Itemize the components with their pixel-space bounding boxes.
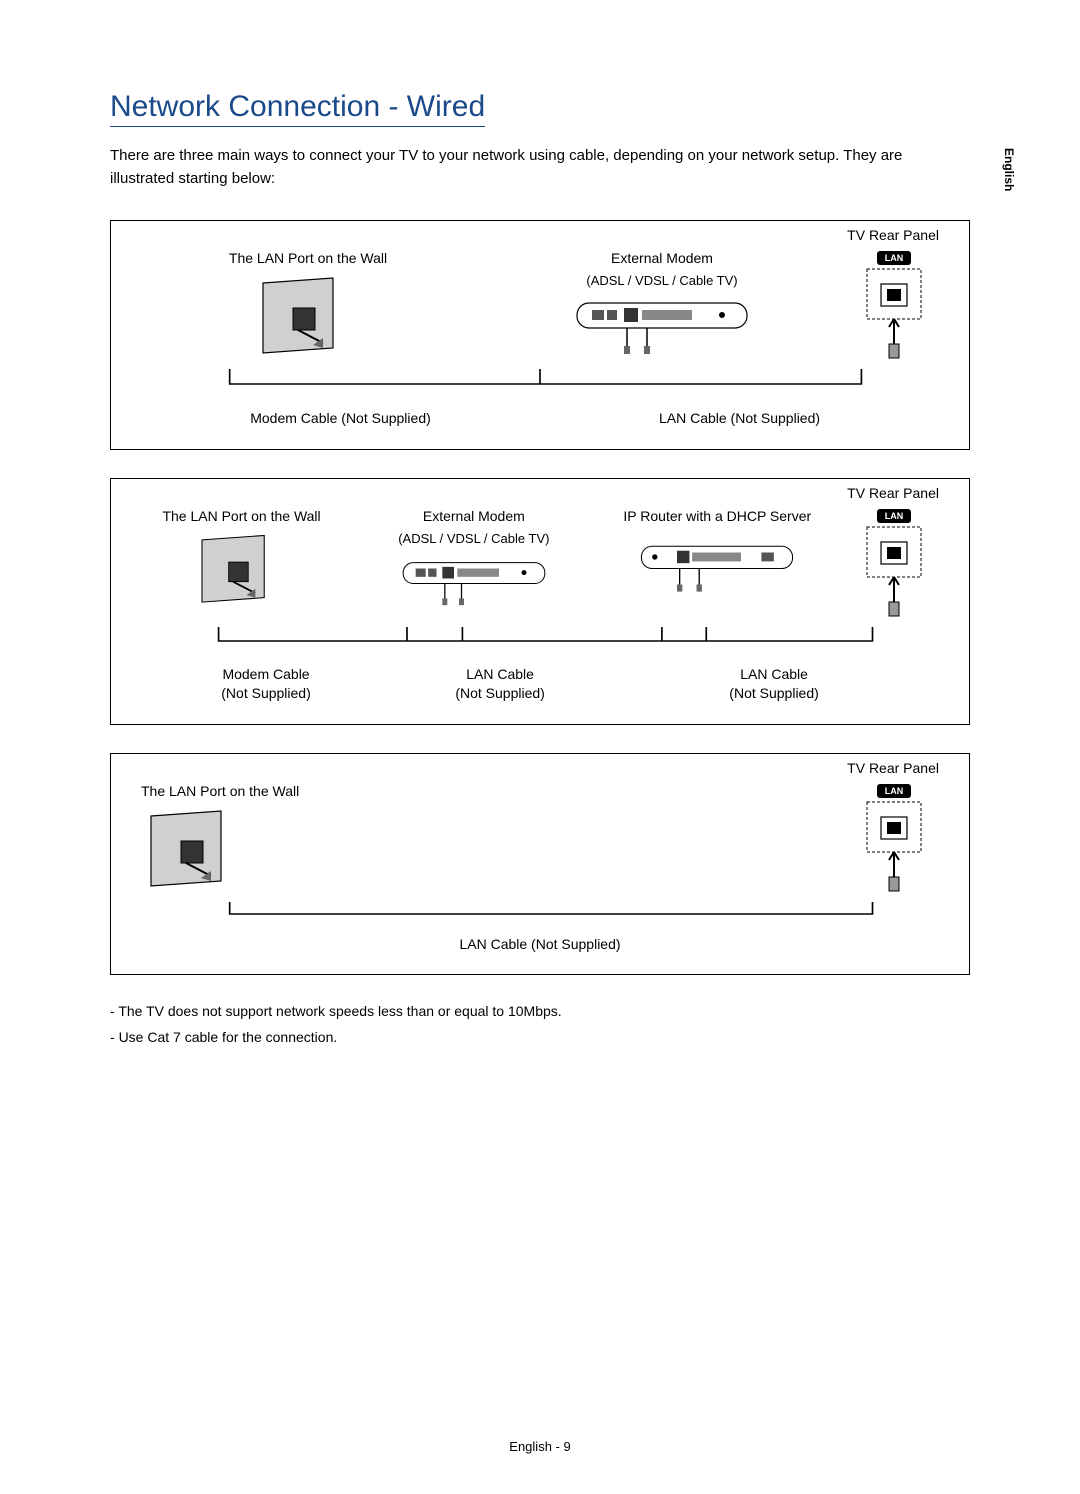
intro-text: There are three main ways to connect you… xyxy=(110,145,970,190)
router-label: IP Router with a DHCP Server xyxy=(606,507,829,525)
svg-text:LAN: LAN xyxy=(885,511,904,521)
lan-cable-label: LAN Cable (Not Supplied) xyxy=(540,409,939,429)
modem-icon xyxy=(572,298,752,358)
wall-port-icon xyxy=(192,531,292,611)
diagram-2: TV Rear Panel The LAN Port on the Wall E… xyxy=(110,478,970,725)
router-icon xyxy=(637,541,797,596)
tv-lan-port-icon: LAN xyxy=(859,507,929,627)
connection-line-2 xyxy=(141,627,939,655)
wall-port-icon xyxy=(141,806,251,896)
modem-cable-label-2: Modem Cable(Not Supplied) xyxy=(154,665,377,704)
diagram-3: TV Rear Panel The LAN Port on the Wall L… xyxy=(110,753,970,976)
lan-cable-label-2a: LAN Cable(Not Supplied) xyxy=(404,665,596,704)
modem-label: External Modem xyxy=(495,249,829,267)
connection-line-1 xyxy=(141,369,939,399)
tv-lan-port-icon: LAN xyxy=(859,249,929,369)
connection-line-3 xyxy=(141,902,939,927)
lan-cable-label-2b: LAN Cable(Not Supplied) xyxy=(622,665,925,704)
wall-port-label: The LAN Port on the Wall xyxy=(141,249,475,267)
language-tab: English xyxy=(998,140,1020,199)
page-footer: English - 9 xyxy=(0,1439,1080,1454)
svg-text:LAN: LAN xyxy=(885,253,904,263)
note-item: Use Cat 7 cable for the connection. xyxy=(126,1029,970,1045)
note-item: The TV does not support network speeds l… xyxy=(126,1003,970,1019)
modem-cable-label: Modem Cable (Not Supplied) xyxy=(141,409,540,429)
notes-list: The TV does not support network speeds l… xyxy=(110,1003,970,1045)
tv-rear-label: TV Rear Panel xyxy=(141,227,939,243)
wall-port-label: The LAN Port on the Wall xyxy=(141,782,321,800)
wall-port-label: The LAN Port on the Wall xyxy=(141,507,342,525)
tv-lan-port-icon: LAN xyxy=(859,782,929,902)
diagram-1: TV Rear Panel The LAN Port on the Wall E… xyxy=(110,220,970,450)
tv-rear-label: TV Rear Panel xyxy=(141,760,939,776)
modem-label: External Modem xyxy=(362,507,585,525)
page-title: Network Connection - Wired xyxy=(110,90,485,127)
modem-sub-label: (ADSL / VDSL / Cable TV) xyxy=(362,531,585,546)
wall-port-icon xyxy=(253,273,363,363)
tv-rear-label: TV Rear Panel xyxy=(141,485,939,501)
modem-icon xyxy=(399,556,549,611)
svg-text:LAN: LAN xyxy=(885,786,904,796)
lan-cable-label-3: LAN Cable (Not Supplied) xyxy=(141,935,939,955)
modem-sub-label: (ADSL / VDSL / Cable TV) xyxy=(495,273,829,288)
